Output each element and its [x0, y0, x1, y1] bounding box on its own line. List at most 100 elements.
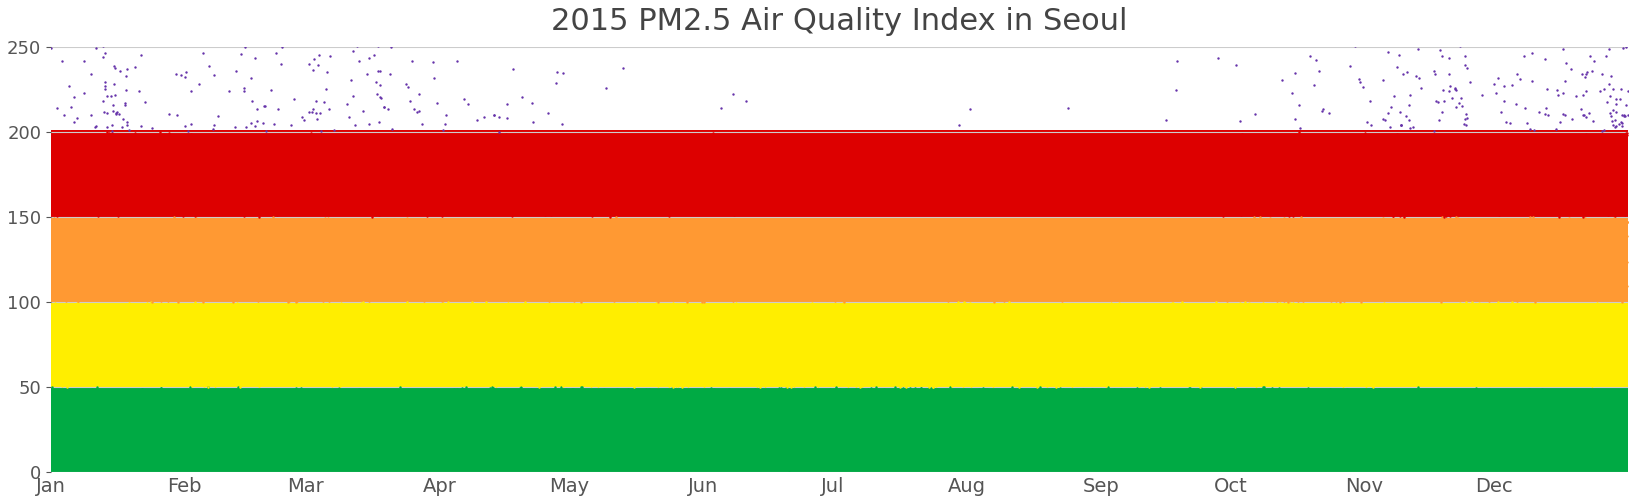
- Point: [1058, 434, 1084, 442]
- Point: [1233, 234, 1259, 242]
- Point: [59, 228, 85, 236]
- Point: [1123, 384, 1149, 392]
- Point: [708, 293, 734, 301]
- Point: [885, 392, 911, 400]
- Point: [1254, 336, 1280, 344]
- Point: [1267, 238, 1293, 246]
- Point: [1200, 416, 1226, 425]
- Point: [260, 360, 286, 368]
- Point: [492, 361, 518, 369]
- Point: [1351, 377, 1377, 385]
- Point: [307, 280, 334, 288]
- Point: [1300, 351, 1326, 359]
- Point: [170, 26, 196, 34]
- Point: [540, 208, 566, 216]
- Point: [495, 306, 522, 314]
- Point: [1475, 263, 1501, 271]
- Point: [1516, 355, 1542, 363]
- Point: [1207, 296, 1233, 304]
- Point: [276, 218, 302, 226]
- Point: [1539, 337, 1565, 345]
- Point: [922, 345, 948, 353]
- Point: [448, 252, 474, 260]
- Point: [680, 180, 706, 188]
- Point: [1024, 442, 1050, 450]
- Point: [752, 360, 778, 368]
- Point: [490, 309, 517, 317]
- Point: [1449, 95, 1475, 103]
- Point: [942, 303, 968, 311]
- Point: [1310, 167, 1336, 176]
- Point: [1187, 383, 1213, 391]
- Point: [1122, 395, 1148, 403]
- Point: [1123, 372, 1149, 380]
- Point: [1095, 367, 1122, 375]
- Point: [1236, 218, 1262, 226]
- Point: [1051, 409, 1077, 417]
- Point: [741, 371, 767, 379]
- Point: [885, 450, 911, 458]
- Point: [301, 55, 327, 63]
- Point: [603, 213, 629, 221]
- Point: [1360, 389, 1386, 397]
- Point: [695, 362, 721, 370]
- Point: [1581, 319, 1607, 327]
- Point: [49, 57, 75, 65]
- Point: [1198, 370, 1225, 378]
- Point: [1102, 367, 1128, 375]
- Point: [1334, 370, 1360, 378]
- Point: [978, 406, 1004, 414]
- Point: [562, 378, 589, 386]
- Point: [1404, 304, 1431, 312]
- Point: [579, 327, 605, 336]
- Point: [711, 379, 737, 387]
- Point: [473, 251, 499, 259]
- Point: [996, 342, 1022, 350]
- Point: [267, 368, 293, 376]
- Point: [1385, 199, 1411, 207]
- Point: [376, 165, 402, 174]
- Point: [291, 300, 317, 308]
- Point: [78, 343, 105, 351]
- Point: [584, 317, 610, 325]
- Point: [1311, 223, 1337, 231]
- Point: [664, 275, 690, 283]
- Point: [1239, 208, 1265, 216]
- Point: [404, 243, 430, 251]
- Point: [1437, 253, 1463, 261]
- Point: [737, 441, 764, 449]
- Point: [1404, 160, 1431, 169]
- Point: [752, 380, 778, 388]
- Point: [1468, 334, 1494, 343]
- Point: [1431, 86, 1457, 94]
- Point: [343, 239, 370, 247]
- Point: [770, 364, 796, 372]
- Point: [1270, 214, 1297, 222]
- Point: [191, 291, 217, 299]
- Point: [1589, 164, 1615, 173]
- Point: [234, 173, 260, 181]
- Point: [1265, 350, 1292, 358]
- Point: [209, 314, 235, 322]
- Point: [234, 219, 260, 227]
- Point: [47, 266, 74, 274]
- Point: [379, 124, 405, 132]
- Point: [75, 355, 101, 363]
- Point: [1297, 51, 1323, 59]
- Point: [1050, 297, 1076, 305]
- Point: [1321, 306, 1347, 314]
- Point: [222, 225, 249, 233]
- Point: [191, 345, 217, 353]
- Point: [644, 355, 670, 363]
- Point: [659, 384, 685, 392]
- Point: [589, 353, 615, 361]
- Point: [242, 242, 268, 250]
- Point: [468, 317, 494, 325]
- Point: [39, 264, 65, 272]
- Point: [912, 409, 938, 417]
- Point: [1269, 388, 1295, 396]
- Point: [757, 338, 783, 346]
- Point: [1159, 344, 1185, 352]
- Point: [412, 273, 438, 281]
- Point: [1037, 390, 1063, 398]
